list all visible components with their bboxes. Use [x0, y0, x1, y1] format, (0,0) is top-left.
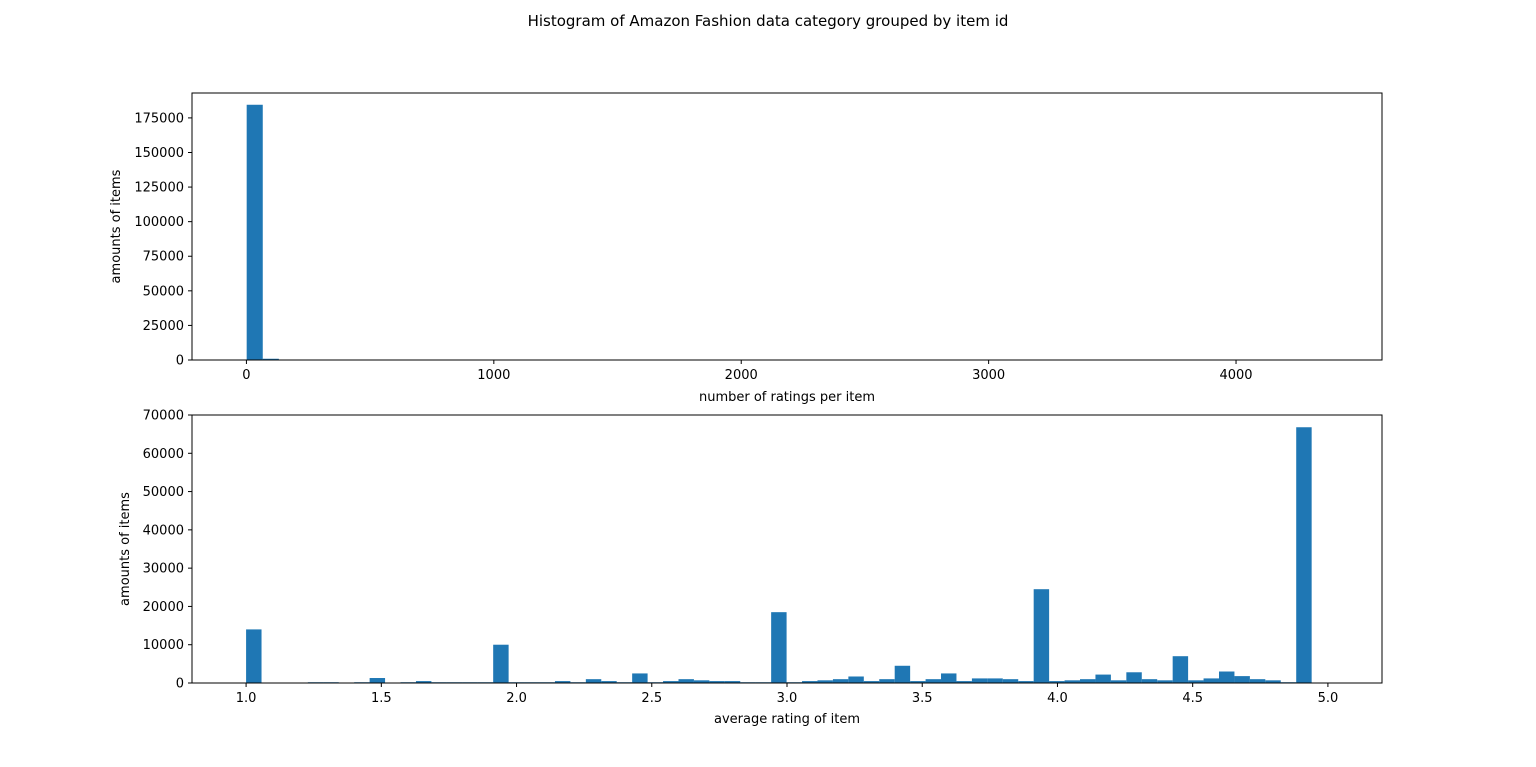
ratings-count-x-tick-label: 3000 — [972, 368, 1005, 383]
average-rating-bar — [925, 679, 942, 683]
average-rating-y-tick-label: 40000 — [143, 523, 184, 538]
average-rating-bar — [1234, 676, 1250, 683]
average-rating-bar — [693, 680, 710, 683]
average-rating-bar — [663, 681, 679, 683]
average-rating-bar — [1249, 679, 1266, 683]
average-rating-bars — [246, 427, 1312, 683]
average-rating-bar — [879, 679, 895, 683]
ratings-count-y-tick-label: 125000 — [134, 181, 184, 196]
average-rating-bar — [848, 676, 864, 683]
average-rating-x-tick-label: 5.0 — [1318, 691, 1339, 706]
average-rating-bar — [1203, 678, 1219, 683]
average-rating-bar — [956, 681, 972, 683]
average-rating-bar — [1157, 680, 1173, 683]
average-rating-bar — [1064, 680, 1081, 683]
average-rating-bar — [1002, 679, 1019, 683]
average-rating-bar — [802, 681, 818, 683]
average-rating-y-tick-label: 20000 — [143, 600, 184, 615]
average-rating-bar — [1141, 679, 1158, 683]
ratings-count-x-label: number of ratings per item — [699, 390, 875, 405]
average-rating-x-tick-label: 2.0 — [506, 691, 527, 706]
average-rating-y-tick-label: 30000 — [143, 562, 184, 577]
figure-title: Histogram of Amazon Fashion data categor… — [528, 12, 1009, 30]
average-rating-bar — [585, 679, 602, 683]
average-rating-bar — [724, 681, 741, 683]
average-rating-y-tick-label: 60000 — [143, 447, 184, 462]
average-rating-bar — [1110, 680, 1127, 683]
ratings-count-x-tick-label: 2000 — [725, 368, 758, 383]
average-rating-bar — [832, 679, 849, 683]
average-rating-x-tick-label: 2.5 — [641, 691, 662, 706]
average-rating-bar — [1080, 679, 1096, 683]
average-rating-bar — [415, 681, 432, 683]
average-rating-bar — [1296, 427, 1312, 683]
ratings-count-y-tick-label: 100000 — [134, 215, 184, 230]
ratings-count-bars — [246, 104, 392, 360]
average-rating-y-ticks: 0 10000 20000 30000 40000 50000 60000 70000 — [143, 409, 192, 692]
average-rating-bar — [1049, 681, 1065, 683]
average-rating-frame — [191, 414, 1383, 684]
ratings-count-y-tick-label: 75000 — [143, 250, 184, 265]
ratings-count-frame — [191, 92, 1383, 361]
ratings-count-y-tick-label: 175000 — [134, 111, 184, 126]
average-rating-bar — [971, 678, 988, 683]
average-rating-y-tick-label: 70000 — [143, 409, 184, 424]
ratings-count-y-label: amounts of items — [109, 169, 124, 283]
ratings-count-y-tick-label: 25000 — [143, 319, 184, 334]
average-rating-axes: 1.0 1.5 2.0 2.5 3.0 3.5 4.0 4.5 5.0 0 10000 20000 3… — [118, 409, 1383, 727]
average-rating-y-tick-label: 10000 — [143, 638, 184, 653]
average-rating-bar — [987, 678, 1003, 683]
ratings-count-y-tick-label: 50000 — [143, 284, 184, 299]
average-rating-bar — [709, 681, 725, 683]
ratings-count-bar — [246, 104, 263, 360]
average-rating-bar — [910, 681, 926, 683]
average-rating-x-ticks: 1.0 1.5 2.0 2.5 3.0 3.5 4.0 4.5 5.0 — [236, 683, 1339, 706]
average-rating-bar — [894, 665, 911, 683]
average-rating-y-tick-label: 0 — [176, 677, 184, 692]
average-rating-bar — [1265, 680, 1281, 683]
ratings-count-bar — [262, 358, 279, 360]
average-rating-bar — [1172, 656, 1189, 683]
average-rating-bar — [771, 612, 787, 683]
average-rating-bar — [1018, 681, 1034, 683]
average-rating-y-tick-label: 50000 — [143, 485, 184, 500]
average-rating-x-tick-label: 4.5 — [1182, 691, 1203, 706]
average-rating-bar — [369, 678, 386, 683]
average-rating-bar — [632, 673, 648, 683]
average-rating-bar — [601, 681, 617, 683]
ratings-count-x-tick-label: 1000 — [477, 368, 510, 383]
ratings-count-y-tick-label: 150000 — [134, 146, 184, 161]
average-rating-bar — [1126, 672, 1142, 683]
ratings-count-x-ticks: 0 1000 2000 3000 4000 — [242, 360, 1253, 383]
average-rating-bar — [817, 680, 833, 683]
average-rating-y-label: amounts of items — [118, 492, 133, 606]
average-rating-bar — [493, 644, 509, 683]
ratings-count-axes: 0 1000 2000 3000 4000 0 25000 50000 75000 100000… — [109, 92, 1383, 405]
average-rating-x-tick-label: 3.0 — [777, 691, 798, 706]
average-rating-bar — [554, 681, 571, 683]
average-rating-bar — [1095, 674, 1111, 683]
average-rating-x-tick-label: 4.0 — [1047, 691, 1068, 706]
average-rating-bar — [863, 681, 880, 683]
ratings-count-y-tick-label: 0 — [176, 354, 184, 369]
average-rating-x-tick-label: 3.5 — [912, 691, 933, 706]
ratings-count-x-tick-label: 0 — [242, 368, 250, 383]
average-rating-x-tick-label: 1.5 — [371, 691, 392, 706]
ratings-count-x-tick-label: 4000 — [1219, 368, 1252, 383]
average-rating-bar — [246, 629, 262, 683]
average-rating-bar — [1188, 680, 1204, 683]
average-rating-x-label: average rating of item — [714, 712, 860, 727]
average-rating-bar — [1219, 671, 1235, 683]
average-rating-bar — [1033, 589, 1050, 683]
average-rating-bar — [678, 679, 694, 683]
ratings-count-y-ticks: 0 25000 50000 75000 100000 125000 150000 175000 — [134, 111, 192, 369]
average-rating-x-tick-label: 1.0 — [236, 691, 257, 706]
average-rating-bar — [941, 673, 957, 683]
